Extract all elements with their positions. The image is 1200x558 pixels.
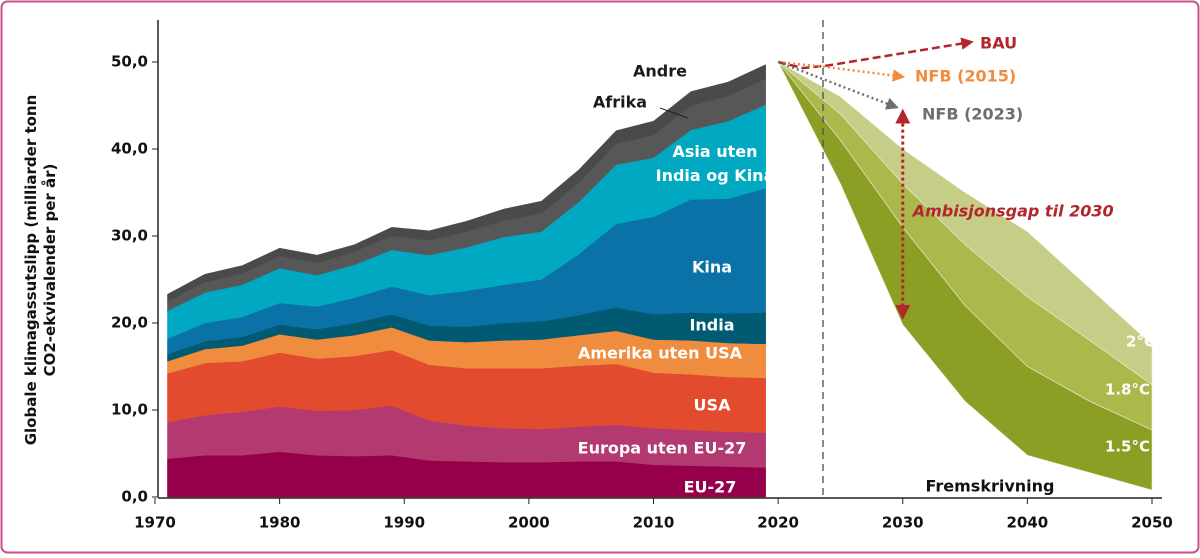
- annotation: Fremskrivning: [925, 477, 1054, 496]
- stacked-area: [167, 64, 766, 302]
- y-tick-label: 10,0: [111, 401, 148, 419]
- plot-area: 2°C 1.8°C 1.5°C 0,0 10,0 20,0 30,0 40,0 50,0 1970…: [22, 20, 1173, 532]
- band-label: 1.8°C: [1105, 381, 1150, 399]
- x-tick-label: 2000: [508, 514, 550, 532]
- x-tick-label: 2030: [882, 514, 924, 532]
- y-tick-label: 40,0: [111, 140, 148, 158]
- x-tick-label: 2040: [1007, 514, 1049, 532]
- y-tick-label: 0,0: [121, 488, 148, 506]
- series-label: USA: [694, 396, 732, 415]
- projection-line: [777, 60, 906, 82]
- y-axis-label-line: CO2-ekvivalender per år): [41, 164, 59, 377]
- x-tick-label: 1990: [383, 514, 425, 532]
- projection-line: [777, 60, 899, 110]
- gap-label: Ambisjonsgap til 2030: [911, 202, 1114, 221]
- series-label: Andre: [633, 62, 687, 81]
- series-label: EU-27: [684, 478, 737, 497]
- band-label: 2°C: [1126, 333, 1155, 351]
- series-label-line: Asia uten: [672, 142, 757, 161]
- series-label: India: [689, 316, 734, 335]
- band-label: 1.5°C: [1105, 438, 1150, 456]
- y-tick-label: 30,0: [111, 227, 148, 245]
- projection-band: [777, 61, 1153, 491]
- x-tick-label: 1980: [259, 514, 301, 532]
- x-tick-label: 2020: [757, 514, 799, 532]
- line-label: NFB (2023): [922, 105, 1023, 124]
- x-tick-label: 2010: [633, 514, 675, 532]
- projection-line: [777, 37, 974, 70]
- line-label: NFB (2015): [915, 67, 1016, 86]
- y-tick-label: 20,0: [111, 314, 148, 332]
- series-label-line: India og Kina: [656, 166, 775, 185]
- series-label: Kina: [692, 258, 732, 277]
- series-label: Asia uten India og Kina: [656, 142, 775, 185]
- series-label: Afrika: [593, 93, 647, 112]
- x-tick-label: 2050: [1131, 514, 1173, 532]
- series-label: Europa uten EU-27: [578, 439, 747, 458]
- y-tick-label: 50,0: [111, 53, 148, 71]
- x-tick-label: 1970: [134, 514, 176, 532]
- series-label: Amerika uten USA: [578, 344, 743, 363]
- y-axis-label-line: Globale klimagassutslipp (milliarder ton…: [22, 95, 40, 446]
- leader-line: [659, 107, 689, 119]
- line-label: BAU: [980, 34, 1017, 53]
- y-axis-label: Globale klimagassutslipp (milliarder ton…: [22, 95, 59, 446]
